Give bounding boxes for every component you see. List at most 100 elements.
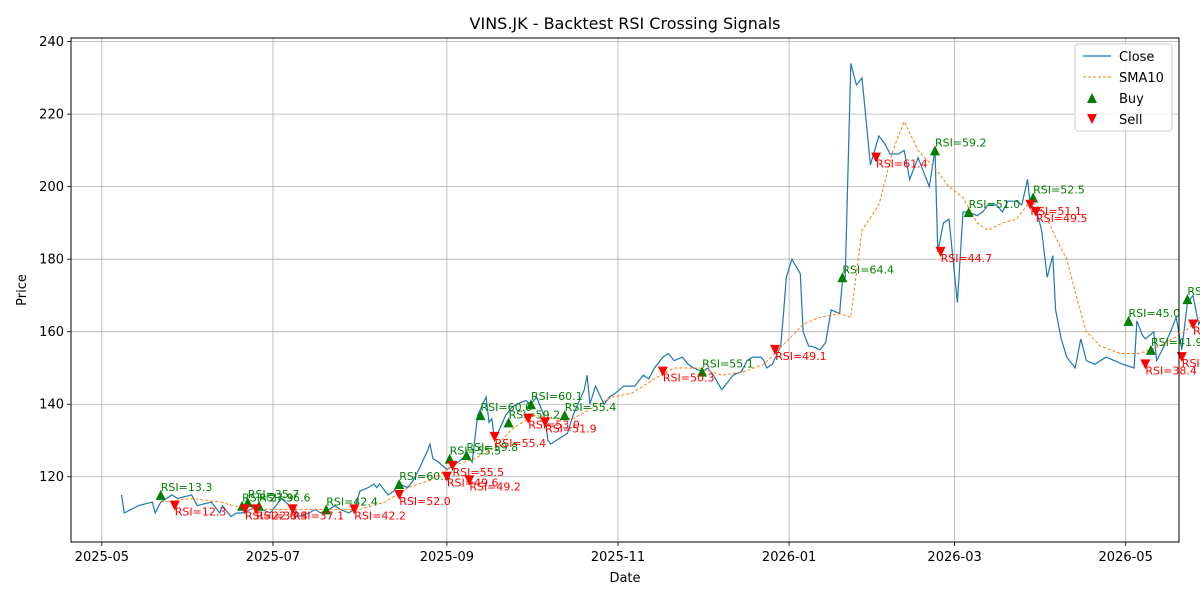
y-tick-label: 180 [39,253,64,268]
grid-lines [71,38,1179,542]
buy-annotation: RSI=42.4 [326,495,378,508]
buy-annotation: RSI=27.9 [242,492,294,505]
y-tick-label: 160 [39,325,64,340]
x-axis-ticks: 2025-05 2025-07 2025-09 2025-11 2026-01 2026-… [75,542,1153,565]
sell-annotation: RSI=55.5 [452,466,504,479]
sell-marker [871,152,882,163]
sell-annotation: RSI=49.6 [447,477,499,490]
x-axis-title: Date [609,571,640,586]
buy-marker [929,145,940,156]
buy-marker [526,399,537,410]
buy-marker [475,410,486,421]
x-tick-label: 2025-05 [75,550,129,565]
sell-marker [394,489,405,500]
sell-marker [1025,199,1036,210]
sell-marker [657,366,668,377]
buy-marker [1123,315,1134,326]
buy-marker [461,449,472,460]
sell-marker [1140,359,1151,370]
sell-annotation: RSI=49.5 [1036,212,1088,225]
sell-marker [447,460,458,471]
buy-annotation: RSI=51.0 [969,198,1021,211]
sell-annotation: RSI=22.6 [245,509,297,522]
buy-marker [963,207,974,218]
x-tick-label: 2026-03 [927,550,981,565]
y-tick-label: 140 [39,398,64,413]
y-tick-label: 120 [39,470,64,485]
sell-annotation: RSI=33.4 [256,509,308,522]
buy-annotation: RSI=36.6 [259,492,311,505]
sell-marker [770,344,781,355]
sma10-line [160,120,1200,510]
x-tick-label: 2025-11 [591,550,645,565]
legend-buy-marker [1087,93,1097,103]
buy-annotation: RSI=41.9 [1151,336,1200,349]
sell-marker [287,504,298,515]
sell-annotation: RSI=42.2 [354,509,406,522]
sell-annotation: RSI=49.1 [775,350,827,363]
sell-annotation: RSI=37.1 [293,509,345,522]
buy-annotation: RSI=64.4 [842,263,894,276]
buy-marker [155,489,166,500]
chart-title: VINS.JK - Backtest RSI Crossing Signals [470,14,781,33]
buy-marker [503,417,514,428]
sell-annotation: RSI=38.4 [1145,364,1197,377]
sell-annotation: RSI=12.3 [175,506,227,519]
legend-box [1074,43,1173,132]
legend: Close SMA10 Buy Sell [1074,43,1173,132]
plot-frame [70,37,1180,543]
buy-annotation: RSI=53.7 [1187,285,1200,298]
sell-marker [1188,319,1199,330]
legend-sell-marker [1087,114,1097,124]
y-tick-label: 200 [39,180,64,195]
sell-marker [441,471,452,482]
buy-marker [1145,344,1156,355]
sell-marker [251,504,262,515]
sell-annotation: RSI=51.1 [1030,205,1082,218]
buy-annotation: RSI=55.5 [450,445,502,458]
buy-annotation: RSI=52.5 [1033,184,1085,197]
sell-annotation: RSI=61.4 [876,158,928,171]
buy-annotation: RSI=55.1 [702,358,754,371]
y-tick-label: 220 [39,108,64,123]
buy-marker [837,272,848,283]
sell-annotation: RSI=55.4 [495,437,547,450]
buy-annotation: RSI=60.1 [531,390,583,403]
buy-marker [559,410,570,421]
legend-buy-label: Buy [1119,92,1144,107]
sell-marker [1030,207,1041,218]
x-tick-label: 2026-05 [1099,550,1153,565]
buy-annotation: RSI=60.5 [399,470,451,483]
y-tick-label: 240 [39,35,64,50]
sell-marker [239,504,250,515]
buy-marker [1182,294,1193,305]
y-axis-ticks: 120 140 160 180 200 220 240 [39,35,71,485]
sell-marker [523,413,534,424]
sell-annotation: RSI=51.9 [545,422,597,435]
x-tick-label: 2025-09 [420,550,474,565]
sell-marker [935,246,946,257]
sell-marker [349,504,360,515]
buy-annotation: RSI=59.8 [467,441,519,454]
buy-annotation: RSI=60.0 [481,401,533,414]
x-tick-label: 2025-07 [246,550,300,565]
buy-annotation: RSI=13.3 [161,481,213,494]
sell-marker [489,431,500,442]
sell-annotation: RSI=50.3 [663,372,715,385]
sell-marker [169,500,180,511]
sell-annotation: RSI=53.0 [528,419,580,432]
legend-close-label: Close [1119,50,1154,65]
buy-marker [697,366,708,377]
y-axis-title: Price [15,274,30,306]
buy-annotation: RSI=45.0 [1129,307,1181,320]
legend-sma-label: SMA10 [1119,71,1164,86]
buy-annotation: RSI=35.7 [248,488,300,501]
sell-annotation: RSI=52.0 [399,495,451,508]
sell-marker [464,475,475,486]
buy-annotation: RSI=59.2 [935,136,987,149]
sell-annotation: RSI=49.2 [469,480,521,493]
sell-annotation: RSI=45.3 [1193,324,1200,337]
